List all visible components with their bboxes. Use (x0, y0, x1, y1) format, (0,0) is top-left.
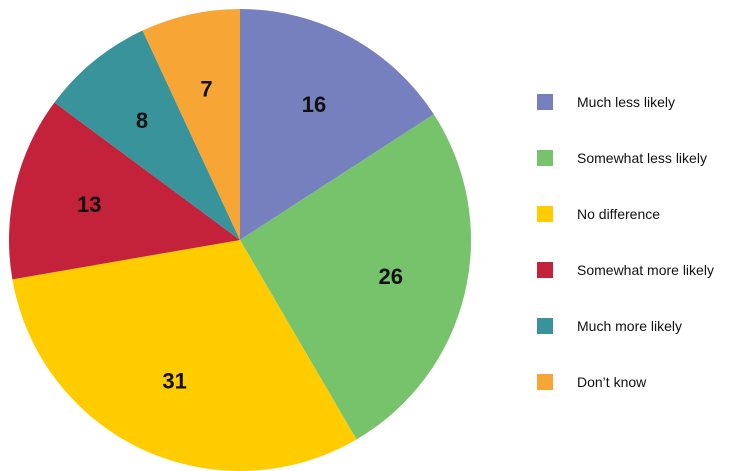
legend-swatch-much-more-likely (537, 318, 553, 334)
pie-slice-much-less-likely (240, 9, 434, 240)
slice-value-label-don-t-know: 7 (200, 77, 212, 102)
legend-label-much-more-likely: Much more likely (577, 318, 682, 334)
slice-value-label-somewhat-more-likely: 13 (77, 192, 101, 217)
pie-slices (8, 9, 472, 471)
pie-slice-somewhat-less-likely (240, 114, 472, 440)
legend-label-no-difference: No difference (577, 206, 660, 222)
legend: Much less likely Somewhat less likely No d… (537, 94, 714, 390)
legend-item-somewhat-more-likely: Somewhat more likely (537, 262, 714, 278)
slice-value-label-somewhat-less-likely: 26 (379, 264, 403, 289)
legend-item-much-more-likely: Much more likely (537, 318, 682, 334)
legend-item-no-difference: No difference (537, 206, 660, 222)
legend-label-somewhat-less-likely: Somewhat less likely (577, 150, 707, 166)
legend-swatch-somewhat-less-likely (537, 150, 553, 166)
legend-item-somewhat-less-likely: Somewhat less likely (537, 150, 707, 166)
legend-label-don-t-know: Don’t know (577, 374, 647, 390)
pie-slice-much-more-likely (54, 30, 240, 241)
slice-value-label-much-more-likely: 8 (136, 108, 148, 133)
legend-swatch-no-difference (537, 206, 553, 222)
legend-item-much-less-likely: Much less likely (537, 94, 675, 110)
pie-slice-don-t-know (142, 9, 240, 240)
slice-value-label-much-less-likely: 16 (302, 92, 326, 117)
legend-swatch-don-t-know (537, 374, 553, 390)
legend-item-don-t-know: Don’t know (537, 374, 647, 390)
legend-swatch-somewhat-more-likely (537, 262, 553, 278)
pie-slice-labels: 16 26 31 13 8 7 (77, 77, 403, 394)
slice-value-label-no-difference: 31 (162, 369, 186, 394)
legend-swatch-much-less-likely (537, 94, 553, 110)
pie-slice-no-difference (12, 240, 357, 471)
pie-slice-somewhat-more-likely (8, 102, 241, 280)
legend-label-much-less-likely: Much less likely (577, 94, 675, 110)
legend-label-somewhat-more-likely: Somewhat more likely (577, 262, 714, 278)
